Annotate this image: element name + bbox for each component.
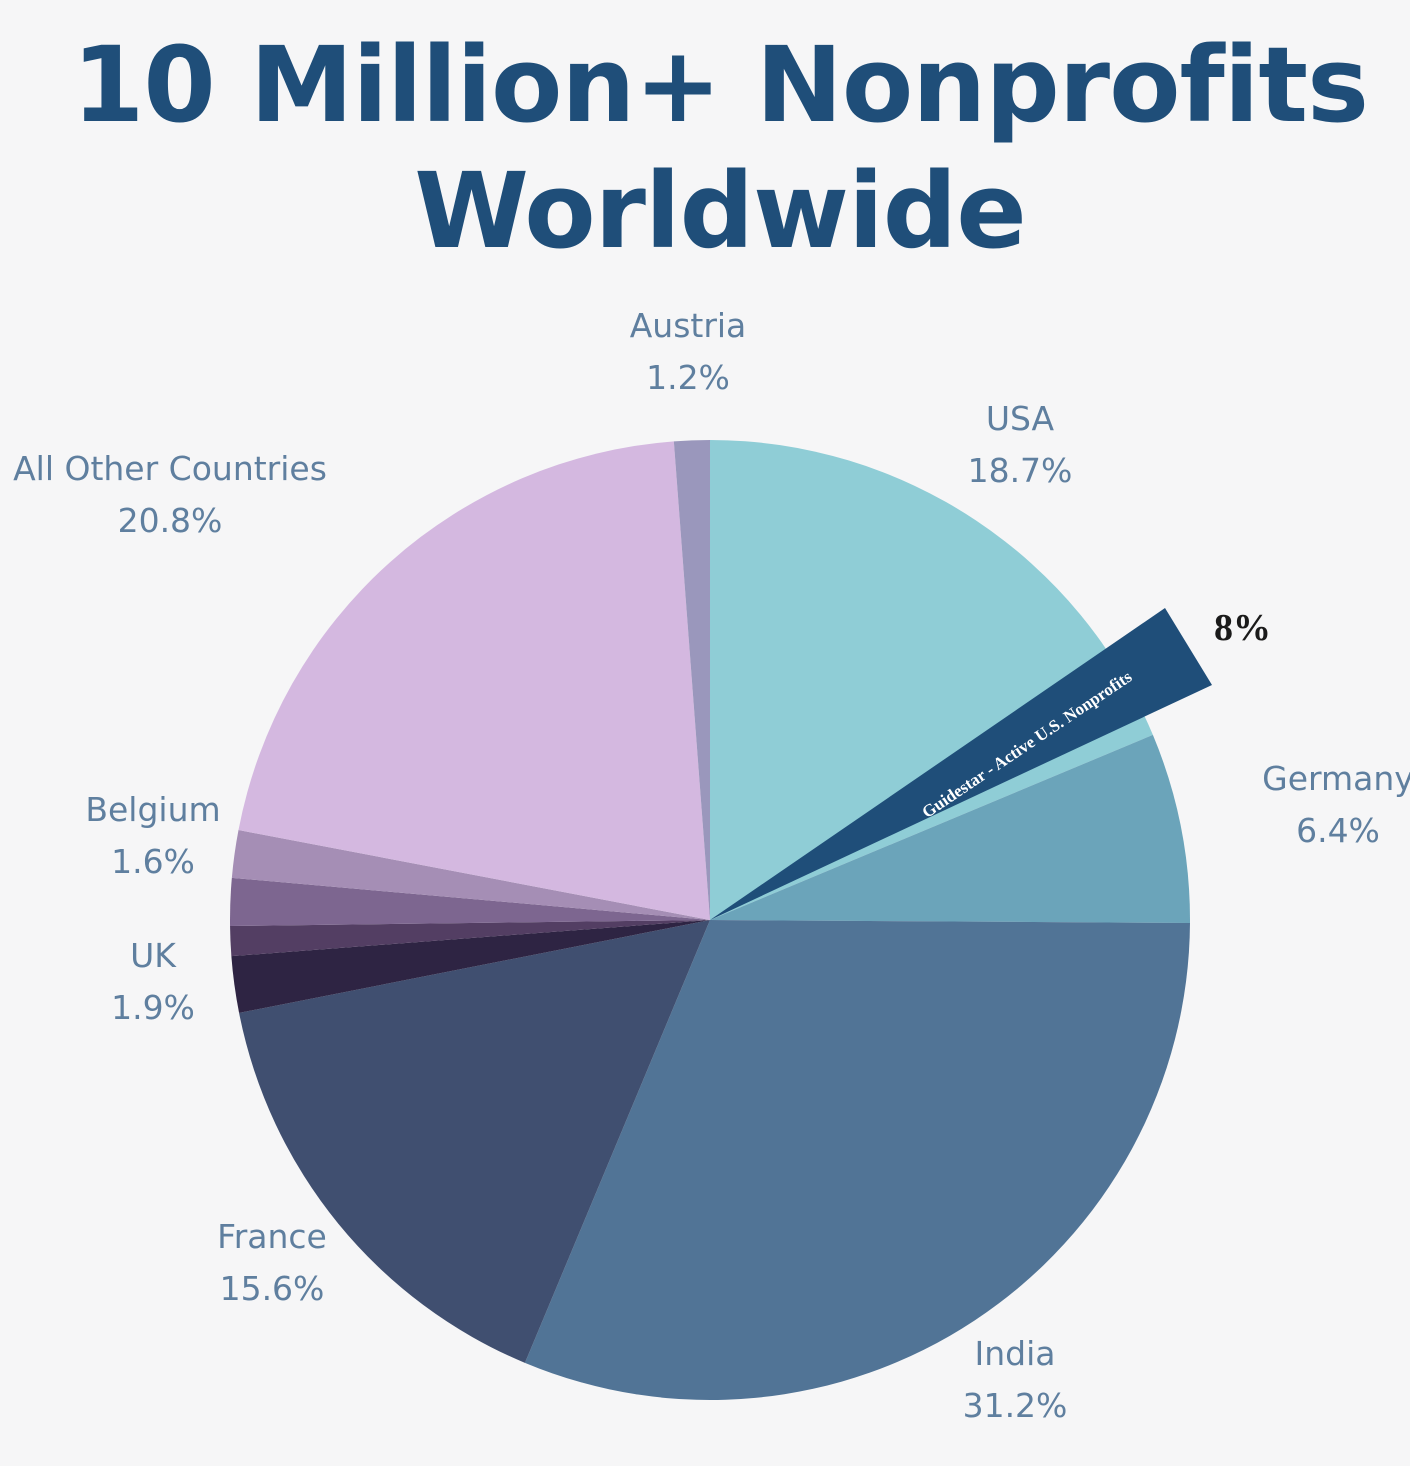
label-all-other-countries-value: 20.8% (118, 501, 223, 540)
label-austria-name: Austria (630, 306, 747, 345)
label-france-value: 15.6% (220, 1269, 325, 1308)
pie-slice-belgium (231, 830, 710, 920)
label-belgium-name: Belgium (85, 790, 220, 829)
pie-slices (230, 440, 1190, 1401)
label-india-name: India (975, 1334, 1056, 1373)
pie-slice-india (524, 920, 1190, 1401)
label-uk-name: UK (130, 936, 177, 975)
chart-title: 10 Million+ Nonprofits Worldwide (0, 22, 1410, 274)
label-germany-name: Germany (1262, 759, 1410, 798)
pie-slice-usa (710, 440, 1153, 920)
label-belgium-value: 1.6% (111, 842, 195, 881)
callout-wedge (710, 608, 1212, 920)
title-line-1: 10 Million+ Nonprofits (71, 24, 1369, 146)
label-germany-value: 6.4% (1296, 811, 1380, 850)
label-india-value: 31.2% (963, 1386, 1068, 1425)
pie-slice-unlabeled-6 (230, 877, 711, 927)
callout-value: 8% (1214, 607, 1271, 649)
label-austria-value: 1.2% (646, 358, 730, 397)
label-france-name: France (217, 1217, 327, 1256)
label-all-other-countries-name: All Other Countries (13, 449, 327, 488)
title-line-2: Worldwide (414, 150, 1027, 272)
label-uk-value: 1.9% (111, 988, 195, 1027)
pie-slice-germany (710, 734, 1190, 924)
pie-slice-austria (673, 440, 710, 920)
pie-slice-uk (231, 920, 711, 1013)
slice-labels: USA 18.7% Germany 6.4% India 31.2% France 15.6%… (13, 306, 1410, 1425)
label-usa-value: 18.7% (968, 451, 1073, 490)
pie-slice-all-other-countries (238, 441, 710, 920)
pie-slice-unlabeled-5 (230, 920, 710, 957)
pie-slice-france (239, 920, 711, 1363)
label-usa-name: USA (986, 399, 1055, 438)
